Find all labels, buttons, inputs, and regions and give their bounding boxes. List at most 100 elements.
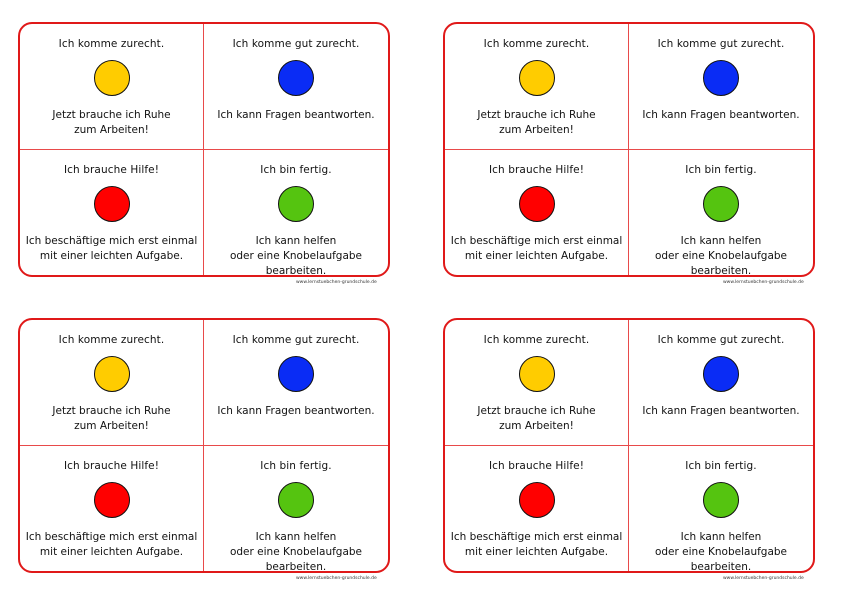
footer-website: www.lernstuebchen-grundschule.de bbox=[296, 280, 377, 285]
description-line: Ich kann Fragen beantworten. bbox=[217, 109, 375, 121]
status-title: Ich bin fertig. bbox=[685, 163, 757, 176]
traffic-light-card-1: Ich komme zurecht. Jetzt brauche ich Ruh… bbox=[18, 22, 390, 277]
description-line: zum Arbeiten! bbox=[74, 420, 149, 432]
status-description: Jetzt brauche ich Ruhe zum Arbeiten! bbox=[20, 404, 203, 434]
status-description: Ich beschäftige mich erst einmal mit ein… bbox=[20, 530, 203, 560]
blue-circle-icon bbox=[278, 60, 314, 96]
footer-website: www.lernstuebchen-grundschule.de bbox=[723, 280, 804, 285]
description-line: Ich kann Fragen beantworten. bbox=[217, 405, 375, 417]
traffic-light-card-3: Ich komme zurecht. Jetzt brauche ich Ruh… bbox=[18, 318, 390, 573]
status-title: Ich bin fertig. bbox=[260, 459, 332, 472]
status-cell-yellow: Ich komme zurecht. Jetzt brauche ich Ruh… bbox=[20, 24, 204, 150]
status-cell-green: Ich bin fertig. Ich kann helfen oder ein… bbox=[629, 150, 813, 276]
description-line: mit einer leichten Aufgabe. bbox=[39, 545, 184, 558]
description-line: Ich kann Fragen beantworten. bbox=[642, 109, 800, 121]
red-circle-icon bbox=[93, 185, 130, 222]
status-cell-green: Ich bin fertig. Ich kann helfen oder ein… bbox=[204, 150, 388, 276]
footer-website: www.lernstuebchen-grundschule.de bbox=[723, 576, 804, 581]
status-description: Ich kann helfen oder eine Knobelaufgabe … bbox=[204, 530, 388, 573]
status-cell-red: Ich brauche Hilfe! Ich beschäftige mich … bbox=[20, 149, 204, 275]
blue-circle-icon bbox=[703, 60, 739, 96]
red-circle-icon bbox=[518, 481, 555, 518]
description-line: Ich beschäftige mich erst einmal bbox=[450, 234, 623, 247]
status-description: Ich kann Fragen beantworten. bbox=[629, 404, 813, 419]
status-title: Ich bin fertig. bbox=[685, 459, 757, 472]
status-title: Ich komme gut zurecht. bbox=[657, 334, 785, 346]
status-cell-yellow: Ich komme zurecht. Jetzt brauche ich Ruh… bbox=[445, 320, 629, 446]
description-line: oder eine Knobelaufgabe bearbeiten. bbox=[229, 545, 363, 573]
description-line: mit einer leichten Aufgabe. bbox=[39, 249, 184, 262]
description-line: Ich beschäftige mich erst einmal bbox=[25, 234, 198, 247]
description-line: Jetzt brauche ich Ruhe bbox=[52, 405, 171, 417]
footer-website: www.lernstuebchen-grundschule.de bbox=[296, 576, 377, 581]
status-description: Ich kann helfen oder eine Knobelaufgabe … bbox=[629, 530, 813, 573]
description-line: Ich kann helfen bbox=[680, 234, 762, 247]
description-line: Ich kann helfen bbox=[255, 530, 337, 543]
green-circle-icon bbox=[278, 481, 314, 518]
yellow-circle-icon bbox=[518, 60, 555, 96]
status-description: Ich kann Fragen beantworten. bbox=[629, 108, 813, 123]
status-title: Ich brauche Hilfe! bbox=[488, 459, 585, 472]
description-line: Jetzt brauche ich Ruhe bbox=[477, 405, 596, 417]
red-circle-icon bbox=[93, 481, 130, 518]
yellow-circle-icon bbox=[93, 356, 130, 392]
description-line: zum Arbeiten! bbox=[499, 420, 574, 432]
status-description: Ich beschäftige mich erst einmal mit ein… bbox=[445, 234, 628, 264]
status-title: Ich komme gut zurecht. bbox=[232, 334, 360, 346]
status-cell-blue: Ich komme gut zurecht. Ich kann Fragen b… bbox=[204, 24, 388, 150]
green-circle-icon bbox=[278, 185, 314, 222]
status-cell-yellow: Ich komme zurecht. Jetzt brauche ich Ruh… bbox=[20, 320, 204, 446]
description-line: Jetzt brauche ich Ruhe bbox=[477, 109, 596, 121]
status-cell-green: Ich bin fertig. Ich kann helfen oder ein… bbox=[204, 446, 388, 572]
description-line: mit einer leichten Aufgabe. bbox=[464, 249, 609, 262]
status-description: Jetzt brauche ich Ruhe zum Arbeiten! bbox=[445, 108, 628, 138]
red-circle-icon bbox=[518, 185, 555, 222]
status-title: Ich komme gut zurecht. bbox=[232, 38, 360, 50]
status-cell-blue: Ich komme gut zurecht. Ich kann Fragen b… bbox=[629, 320, 813, 446]
description-line: Ich beschäftige mich erst einmal bbox=[450, 530, 623, 543]
status-title: Ich komme zurecht. bbox=[483, 38, 590, 50]
description-line: Ich kann helfen bbox=[255, 234, 337, 247]
description-line: zum Arbeiten! bbox=[499, 124, 574, 136]
status-title: Ich komme zurecht. bbox=[58, 38, 165, 50]
blue-circle-icon bbox=[278, 356, 314, 392]
status-description: Ich kann Fragen beantworten. bbox=[204, 404, 388, 419]
status-description: Ich beschäftige mich erst einmal mit ein… bbox=[20, 234, 203, 264]
description-line: Jetzt brauche ich Ruhe bbox=[52, 109, 171, 121]
description-line: Ich kann Fragen beantworten. bbox=[642, 405, 800, 417]
traffic-light-card-4: Ich komme zurecht. Jetzt brauche ich Ruh… bbox=[443, 318, 815, 573]
status-description: Ich kann Fragen beantworten. bbox=[204, 108, 388, 123]
green-circle-icon bbox=[703, 481, 739, 518]
status-title: Ich komme zurecht. bbox=[483, 334, 590, 346]
status-title: Ich brauche Hilfe! bbox=[63, 163, 160, 176]
status-title: Ich komme gut zurecht. bbox=[657, 38, 785, 50]
blue-circle-icon bbox=[703, 356, 739, 392]
status-title: Ich brauche Hilfe! bbox=[488, 163, 585, 176]
status-title: Ich komme zurecht. bbox=[58, 334, 165, 346]
description-line: zum Arbeiten! bbox=[74, 124, 149, 136]
status-description: Ich kann helfen oder eine Knobelaufgabe … bbox=[629, 234, 813, 277]
status-description: Jetzt brauche ich Ruhe zum Arbeiten! bbox=[445, 404, 628, 434]
status-description: Jetzt brauche ich Ruhe zum Arbeiten! bbox=[20, 108, 203, 138]
status-title: Ich bin fertig. bbox=[260, 163, 332, 176]
description-line: oder eine Knobelaufgabe bearbeiten. bbox=[229, 249, 363, 277]
description-line: oder eine Knobelaufgabe bearbeiten. bbox=[654, 545, 788, 573]
green-circle-icon bbox=[703, 185, 739, 222]
status-cell-blue: Ich komme gut zurecht. Ich kann Fragen b… bbox=[629, 24, 813, 150]
status-cell-red: Ich brauche Hilfe! Ich beschäftige mich … bbox=[445, 149, 629, 275]
status-description: Ich kann helfen oder eine Knobelaufgabe … bbox=[204, 234, 388, 277]
traffic-light-card-2: Ich komme zurecht. Jetzt brauche ich Ruh… bbox=[443, 22, 815, 277]
status-description: Ich beschäftige mich erst einmal mit ein… bbox=[445, 530, 628, 560]
yellow-circle-icon bbox=[93, 60, 130, 96]
description-line: oder eine Knobelaufgabe bearbeiten. bbox=[654, 249, 788, 277]
status-cell-yellow: Ich komme zurecht. Jetzt brauche ich Ruh… bbox=[445, 24, 629, 150]
status-title: Ich brauche Hilfe! bbox=[63, 459, 160, 472]
yellow-circle-icon bbox=[518, 356, 555, 392]
description-line: Ich beschäftige mich erst einmal bbox=[25, 530, 198, 543]
status-cell-red: Ich brauche Hilfe! Ich beschäftige mich … bbox=[445, 445, 629, 571]
status-cell-red: Ich brauche Hilfe! Ich beschäftige mich … bbox=[20, 445, 204, 571]
description-line: Ich kann helfen bbox=[680, 530, 762, 543]
status-cell-blue: Ich komme gut zurecht. Ich kann Fragen b… bbox=[204, 320, 388, 446]
description-line: mit einer leichten Aufgabe. bbox=[464, 545, 609, 558]
status-cell-green: Ich bin fertig. Ich kann helfen oder ein… bbox=[629, 446, 813, 572]
